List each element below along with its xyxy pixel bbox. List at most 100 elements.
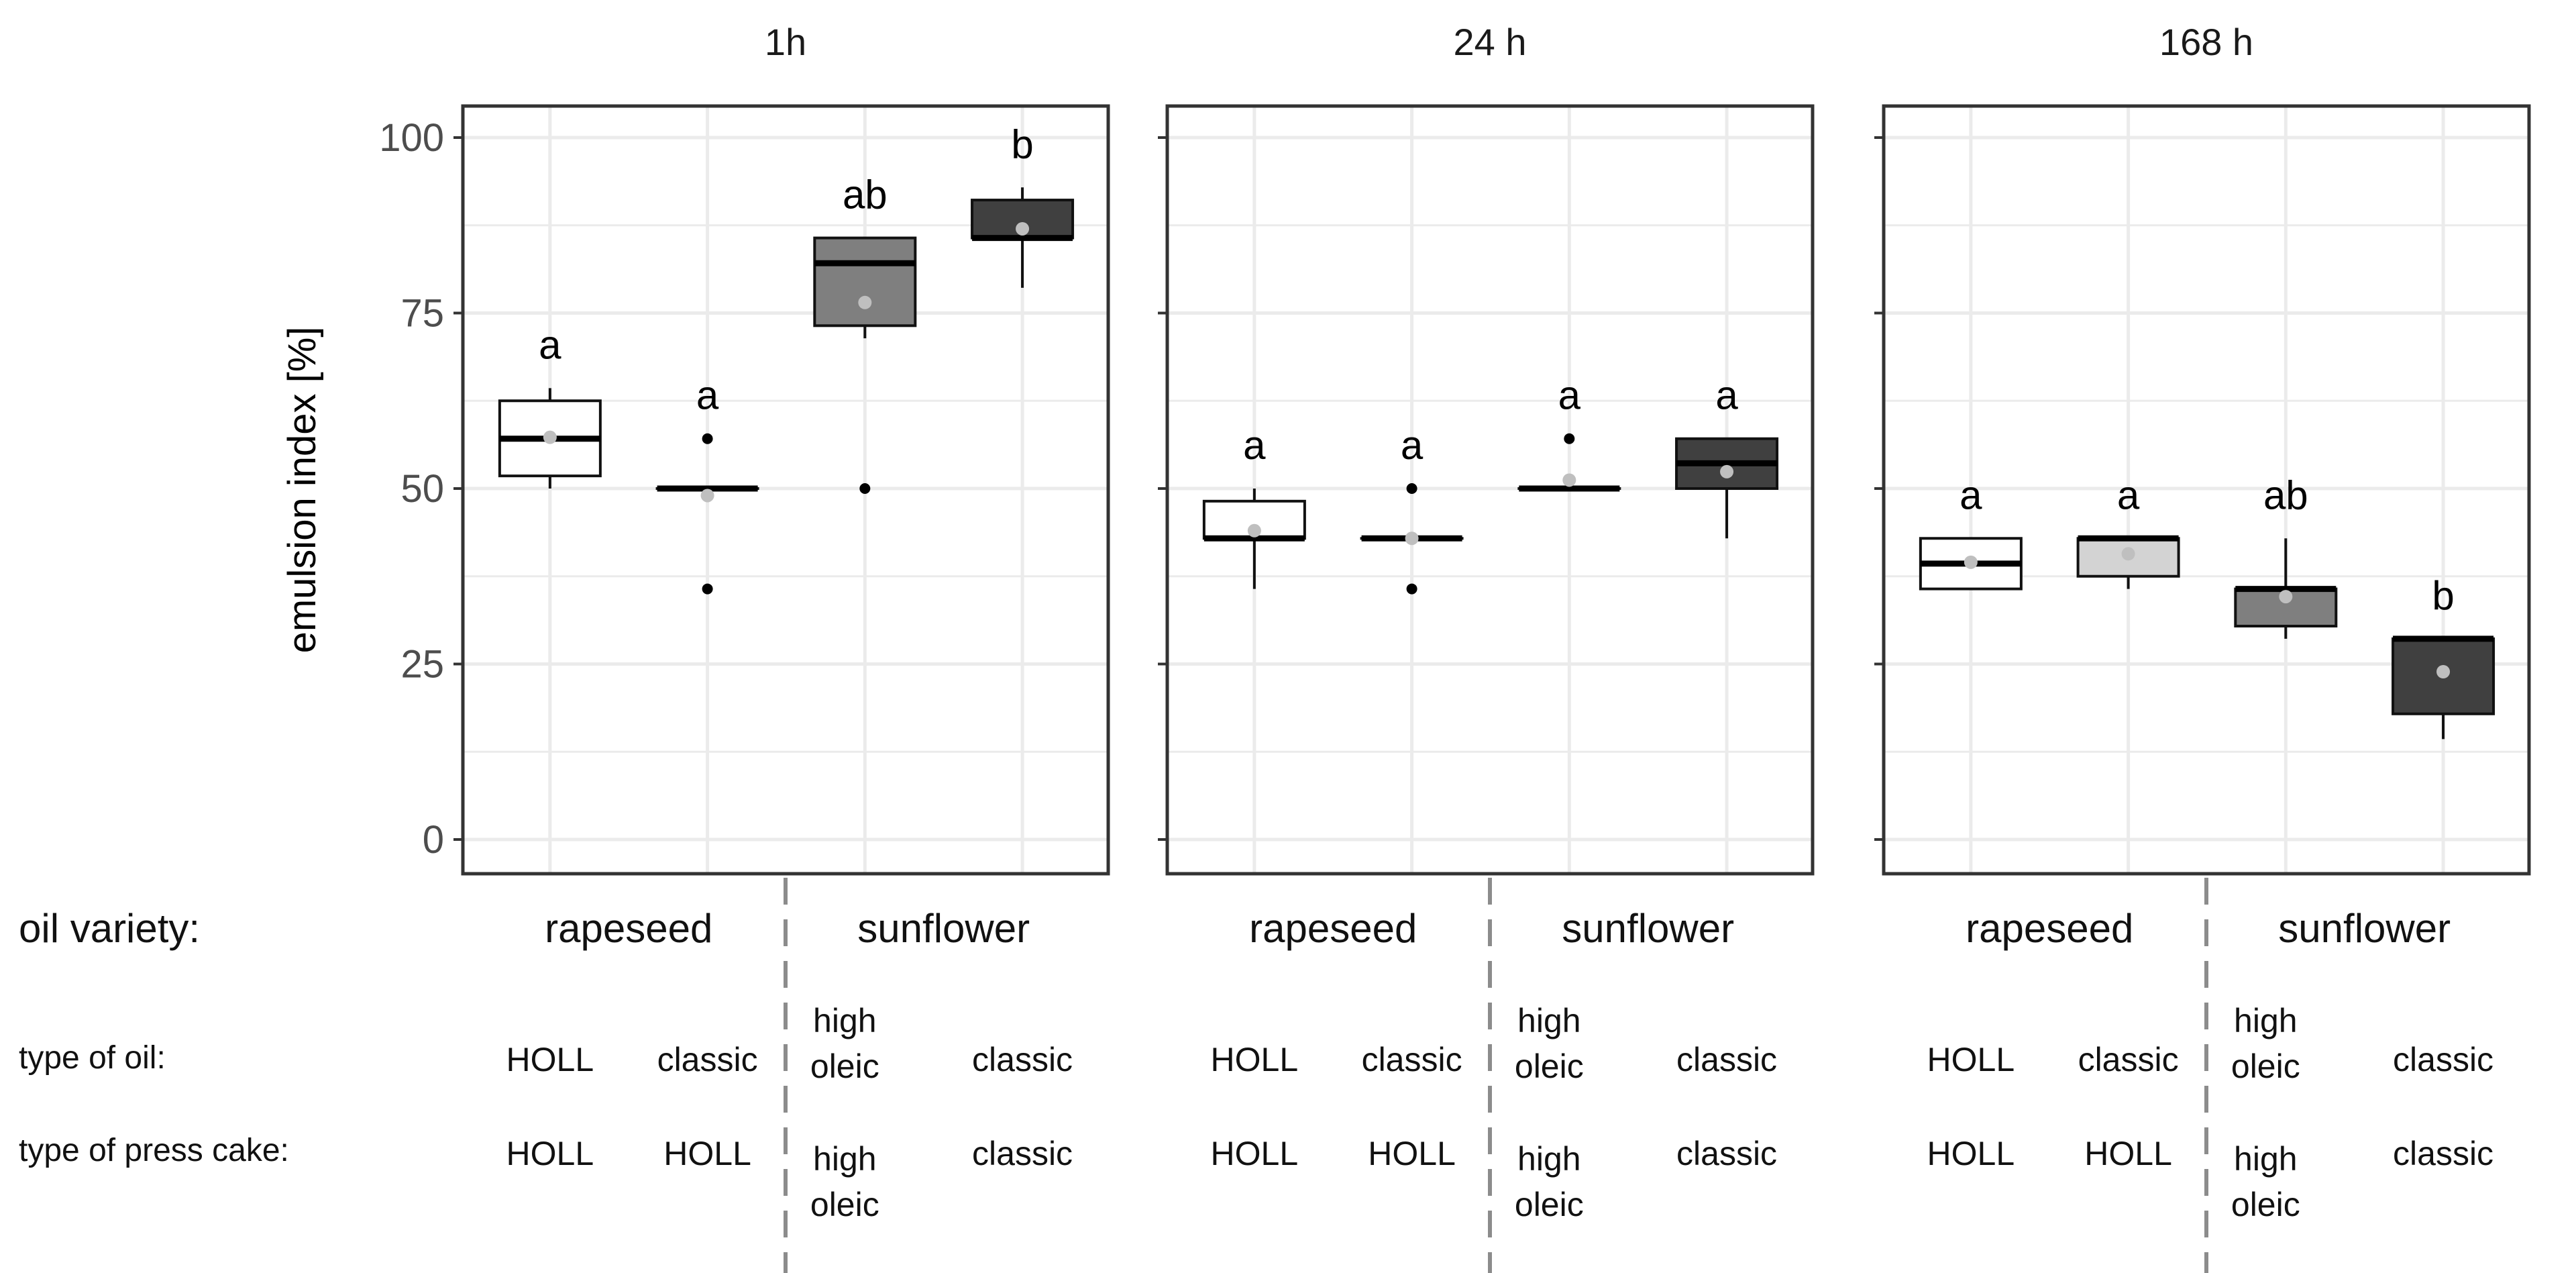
- box-group-3: ab: [2234, 472, 2338, 639]
- category-annotation-layer: rapeseed sunflower HOLL HOLL classic HOLL high…: [19, 878, 2493, 1273]
- mean-point: [2121, 547, 2135, 561]
- mean-point: [1720, 464, 1734, 478]
- type-of-oil-value: classic: [657, 1041, 758, 1078]
- box-iqr: [813, 236, 917, 327]
- type-of-press-cake-value: classic: [972, 1135, 1073, 1172]
- oil-variety-rapeseed: rapeseed: [545, 906, 712, 951]
- type-of-oil-value: classic: [2393, 1041, 2493, 1078]
- significance-letter: a: [539, 322, 561, 367]
- box-group-2: a: [2076, 472, 2180, 589]
- outlier-point: [1564, 433, 1575, 444]
- type-of-oil-value: HOLL: [506, 1041, 594, 1078]
- facet-title: 168 h: [2159, 21, 2253, 63]
- oil-variety-label: oil variety:: [19, 906, 200, 951]
- facet-categories-1: rapeseed sunflower HOLL HOLL classic HOLL high…: [506, 878, 1073, 1273]
- type-of-oil-value: HOLL: [1211, 1041, 1299, 1078]
- significance-letter: a: [696, 373, 719, 418]
- mean-point: [2436, 665, 2451, 679]
- outlier-point: [859, 483, 871, 494]
- y-tick-label: 25: [400, 643, 444, 686]
- type-of-press-cake-value-line2: oleic: [810, 1186, 879, 1223]
- facet-panel-2: 24 h a a a a: [1158, 21, 1815, 876]
- facet-title: 1h: [765, 21, 806, 63]
- box-group-2: a: [655, 373, 759, 595]
- oil-variety-sunflower: sunflower: [2278, 906, 2451, 951]
- type-of-oil-label: type of oil:: [19, 1040, 166, 1076]
- type-of-press-cake-value: HOLL: [2084, 1135, 2172, 1172]
- type-of-oil-value-line1: high: [1517, 1002, 1581, 1039]
- type-of-oil-value-line2: oleic: [810, 1048, 879, 1085]
- box-group-1: a: [1202, 423, 1306, 589]
- box-group-2: a: [1360, 423, 1464, 595]
- facet-panel-3: 168 h a a ab b: [1874, 21, 2531, 876]
- type-of-press-cake-value-line1: high: [2234, 1140, 2298, 1178]
- type-of-oil-value-line1: high: [813, 1002, 877, 1039]
- box-group-4: b: [971, 121, 1075, 288]
- y-tick-label: 75: [400, 292, 444, 336]
- significance-letter: a: [1401, 423, 1424, 468]
- type-of-oil-value: classic: [1362, 1041, 1462, 1078]
- type-of-oil-value-line2: oleic: [2231, 1048, 2300, 1085]
- oil-variety-sunflower: sunflower: [857, 906, 1030, 951]
- significance-letter: a: [1243, 423, 1266, 468]
- type-of-press-cake-value: HOLL: [506, 1135, 594, 1172]
- y-tick-label: 50: [400, 467, 444, 511]
- box-group-4: b: [2392, 573, 2496, 740]
- type-of-oil-value: classic: [2078, 1041, 2179, 1078]
- mean-point: [543, 430, 557, 444]
- oil-variety-rapeseed: rapeseed: [1249, 906, 1417, 951]
- mean-point: [1016, 221, 1030, 236]
- facet-categories-3: rapeseed sunflower HOLL HOLL classic HOLL high…: [1927, 878, 2493, 1273]
- box-group-4: a: [1675, 373, 1779, 539]
- mean-point: [700, 489, 714, 503]
- significance-letter: b: [1011, 121, 1033, 166]
- type-of-press-cake-value: HOLL: [663, 1135, 751, 1172]
- type-of-oil-value: classic: [1676, 1041, 1777, 1078]
- facet-categories-2: rapeseed sunflower HOLL HOLL classic HOLL high…: [1211, 878, 1777, 1273]
- facet-panel-1: 1h 0 25 50 75 100 a a ab b: [379, 21, 1110, 876]
- oil-variety-rapeseed: rapeseed: [1966, 906, 2133, 951]
- y-tick-label: 100: [379, 116, 444, 160]
- type-of-press-cake-value: classic: [2393, 1135, 2493, 1172]
- significance-letter: ab: [2263, 472, 2308, 517]
- outlier-point: [1406, 483, 1417, 494]
- significance-letter: ab: [843, 172, 888, 217]
- outlier-point: [1406, 583, 1417, 595]
- mean-point: [1964, 555, 1978, 569]
- significance-letter: a: [1960, 472, 1982, 517]
- type-of-oil-value: classic: [972, 1041, 1073, 1078]
- box-group-3: ab: [813, 172, 917, 494]
- y-tick-label: 0: [423, 818, 444, 862]
- outlier-point: [702, 583, 713, 595]
- y-axis-label: emulsion index [%]: [280, 327, 324, 654]
- type-of-oil-value-line1: high: [2234, 1002, 2298, 1039]
- mean-point: [2279, 590, 2293, 604]
- type-of-press-cake-value: classic: [1676, 1135, 1777, 1172]
- box-group-1: a: [498, 322, 602, 489]
- significance-letter: a: [2117, 472, 2140, 517]
- significance-letter: a: [1558, 373, 1581, 418]
- oil-variety-sunflower: sunflower: [1562, 906, 1734, 951]
- type-of-press-cake-value-line1: high: [813, 1140, 877, 1178]
- mean-point: [1405, 531, 1419, 546]
- significance-letter: a: [1715, 373, 1738, 418]
- panel-border: [461, 104, 1110, 876]
- facet-title: 24 h: [1454, 21, 1527, 63]
- box-group-1: a: [1919, 472, 2023, 591]
- mean-point: [858, 295, 872, 309]
- panel-border: [1882, 104, 2531, 876]
- type-of-oil-value: HOLL: [1927, 1041, 2015, 1078]
- type-of-press-cake-value: HOLL: [1211, 1135, 1299, 1172]
- type-of-press-cake-value-line2: oleic: [1515, 1186, 1584, 1223]
- type-of-press-cake-value: HOLL: [1927, 1135, 2015, 1172]
- box-group-3: a: [1517, 373, 1621, 492]
- mean-point: [1562, 473, 1576, 487]
- mean-point: [1247, 523, 1261, 538]
- panel-border: [1165, 104, 1815, 876]
- type-of-press-cake-value-line1: high: [1517, 1140, 1581, 1178]
- type-of-press-cake-value: HOLL: [1368, 1135, 1456, 1172]
- outlier-point: [702, 433, 713, 444]
- type-of-press-cake-value-line2: oleic: [2231, 1186, 2300, 1223]
